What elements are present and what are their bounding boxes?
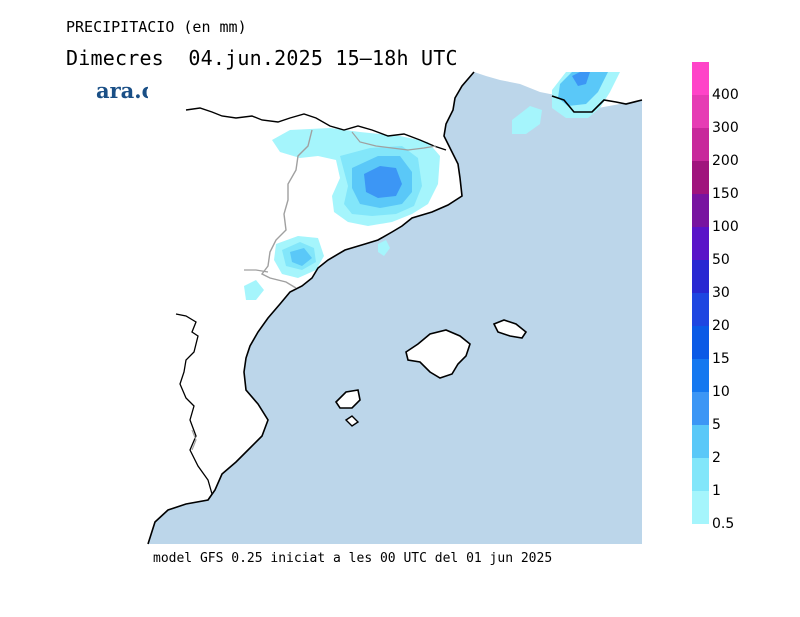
legend-label: 200 xyxy=(712,153,739,169)
legend-label: 10 xyxy=(712,384,730,400)
model-run-note: model GFS 0.25 iniciat a les 00 UTC del … xyxy=(153,551,553,566)
legend-swatch xyxy=(692,260,709,293)
legend-label: 150 xyxy=(712,186,739,202)
legend-label: 5 xyxy=(712,417,721,433)
forecast-date: 04.jun.2025 xyxy=(188,46,324,70)
regional-border xyxy=(260,129,313,289)
legend-swatch xyxy=(692,128,709,161)
legend-swatch xyxy=(692,326,709,359)
legend-label: 300 xyxy=(712,120,739,136)
regional-border-south xyxy=(244,269,269,273)
legend-label: 50 xyxy=(712,252,730,268)
regional-border-inner xyxy=(351,131,437,151)
legend-swatch xyxy=(692,62,709,95)
precipitation-overlay xyxy=(244,72,620,300)
legend-swatch xyxy=(692,491,709,524)
legend-swatch xyxy=(692,293,709,326)
precip-south-2mm xyxy=(290,248,312,266)
mallorca-island xyxy=(405,329,471,379)
forecast-subtitle: Dimecres 04.jun.2025 15–18h UTC xyxy=(66,46,458,70)
precip-southwest xyxy=(244,280,264,300)
legend-swatch xyxy=(692,95,709,128)
legend-swatch xyxy=(692,227,709,260)
national-border xyxy=(185,107,447,151)
legend-swatch xyxy=(692,392,709,425)
ibiza-island xyxy=(334,389,361,409)
legend-swatch xyxy=(692,425,709,458)
legend-label: 0.5 xyxy=(712,516,735,532)
legend-swatch xyxy=(692,458,709,491)
precip-sea-small xyxy=(378,240,390,256)
precip-central-5mm xyxy=(364,166,402,198)
precip-sea-ne xyxy=(512,106,542,134)
legend-label: 20 xyxy=(712,318,730,334)
precipitation-legend: 400 300 200 150 100 50 30 20 15 10 5 2 1 0.5 xyxy=(692,60,792,532)
precip-corner-2mm xyxy=(558,72,608,106)
coastline xyxy=(147,71,475,545)
coastline-north xyxy=(551,95,643,113)
map-title: PRECIPITACIO (en mm) xyxy=(66,18,247,36)
legend-swatch xyxy=(692,359,709,392)
legend-label: 400 xyxy=(712,87,739,103)
regional-border-west xyxy=(191,429,197,451)
legend-label: 15 xyxy=(712,351,730,367)
legend-label: 2 xyxy=(712,450,721,466)
legend-swatch xyxy=(692,161,709,194)
western-coastline xyxy=(175,313,213,501)
forecast-period: 15–18h UTC xyxy=(335,46,458,70)
forecast-day: Dimecres xyxy=(66,46,164,70)
menorca-island xyxy=(492,319,528,339)
formentera-island xyxy=(344,415,360,427)
legend-label: 1 xyxy=(712,483,721,499)
legend-label: 30 xyxy=(712,285,730,301)
legend-swatch xyxy=(692,194,709,227)
legend-label: 100 xyxy=(712,219,739,235)
precip-corner-5mm xyxy=(572,72,590,86)
